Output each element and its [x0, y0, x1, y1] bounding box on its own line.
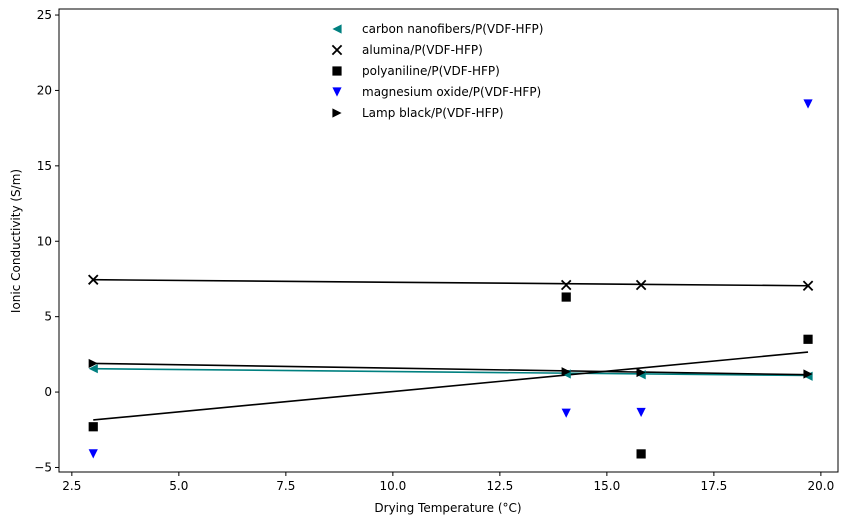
x-tick-label: 5.0 — [169, 479, 188, 493]
point-magnesium-oxide-p-vdf-hfp — [561, 408, 571, 418]
fit-lines — [93, 278, 809, 421]
legend-marker-carbon-nanofibers-p-vdf-hfp — [332, 24, 342, 34]
point-magnesium-oxide-p-vdf-hfp — [803, 99, 813, 109]
y-tick-label: 0 — [44, 385, 52, 399]
point-polyaniline-p-vdf-hfp — [803, 334, 813, 344]
legend-marker-polyaniline-p-vdf-hfp — [332, 66, 342, 76]
y-tick-label: 15 — [37, 159, 52, 173]
x-tick-label: 2.5 — [62, 479, 81, 493]
x-tick-label: 15.0 — [594, 479, 621, 493]
point-polyaniline-p-vdf-hfp — [561, 292, 571, 302]
plot-area — [59, 9, 838, 472]
legend-label: Lamp black/P(VDF-HFP) — [362, 106, 504, 120]
legend-label: magnesium oxide/P(VDF-HFP) — [362, 85, 541, 99]
y-tick-label: 5 — [44, 310, 52, 324]
point-lamp-black-p-vdf-hfp — [636, 367, 646, 378]
point-carbon-nanofibers-p-vdf-hfp — [88, 364, 98, 374]
point-lamp-black-p-vdf-hfp — [561, 367, 571, 377]
legend-marker-magnesium-oxide-p-vdf-hfp — [332, 87, 342, 97]
point-magnesium-oxide-p-vdf-hfp — [636, 407, 646, 418]
x-tick-label: 7.5 — [276, 479, 295, 493]
legend: carbon nanofibers/P(VDF-HFP) alumina/P(VD… — [331, 22, 543, 120]
data-points — [88, 99, 814, 459]
point-alumina-p-vdf-hfp — [88, 274, 99, 285]
y-tick-label: 25 — [37, 8, 52, 22]
point-alumina-p-vdf-hfp — [802, 280, 814, 291]
fit-line-alumina-p-vdf-hfp — [93, 278, 809, 287]
legend-label: alumina/P(VDF-HFP) — [362, 43, 483, 57]
y-tick-label: −5 — [34, 460, 52, 474]
legend-marker-alumina-p-vdf-hfp — [331, 44, 343, 56]
legend-label: polyaniline/P(VDF-HFP) — [362, 64, 500, 78]
y-axis-title: Ionic Conductivity (S/m) — [9, 169, 23, 313]
fit-line-polyaniline-p-vdf-hfp — [93, 351, 809, 421]
point-lamp-black-p-vdf-hfp — [803, 369, 813, 379]
fit-line-carbon-nanofibers-p-vdf-hfp — [93, 367, 809, 377]
point-polyaniline-p-vdf-hfp — [88, 422, 98, 432]
y-tick-label: 20 — [37, 83, 52, 97]
x-tick-label: 10.0 — [379, 479, 406, 493]
point-lamp-black-p-vdf-hfp — [88, 358, 98, 369]
x-tick-label: 12.5 — [487, 479, 514, 493]
point-polyaniline-p-vdf-hfp — [636, 449, 646, 459]
legend-marker-lamp-black-p-vdf-hfp — [332, 108, 342, 118]
point-alumina-p-vdf-hfp — [560, 279, 572, 291]
plot-frame — [58, 8, 839, 473]
x-tick-label: 17.5 — [701, 479, 728, 493]
x-axis-ticks: 2.5 5.0 7.5 10.0 12.5 15.0 17.5 20.0 — [62, 472, 834, 493]
y-tick-label: 10 — [37, 234, 52, 248]
y-axis-ticks: −5 0 5 10 15 20 25 — [34, 8, 59, 474]
point-alumina-p-vdf-hfp — [635, 279, 647, 291]
fit-line-lamp-black-p-vdf-hfp — [93, 362, 809, 376]
x-tick-label: 20.0 — [808, 479, 835, 493]
point-magnesium-oxide-p-vdf-hfp — [88, 449, 98, 459]
x-axis-title: Drying Temperature (°C) — [374, 501, 521, 515]
legend-label: carbon nanofibers/P(VDF-HFP) — [362, 22, 543, 36]
